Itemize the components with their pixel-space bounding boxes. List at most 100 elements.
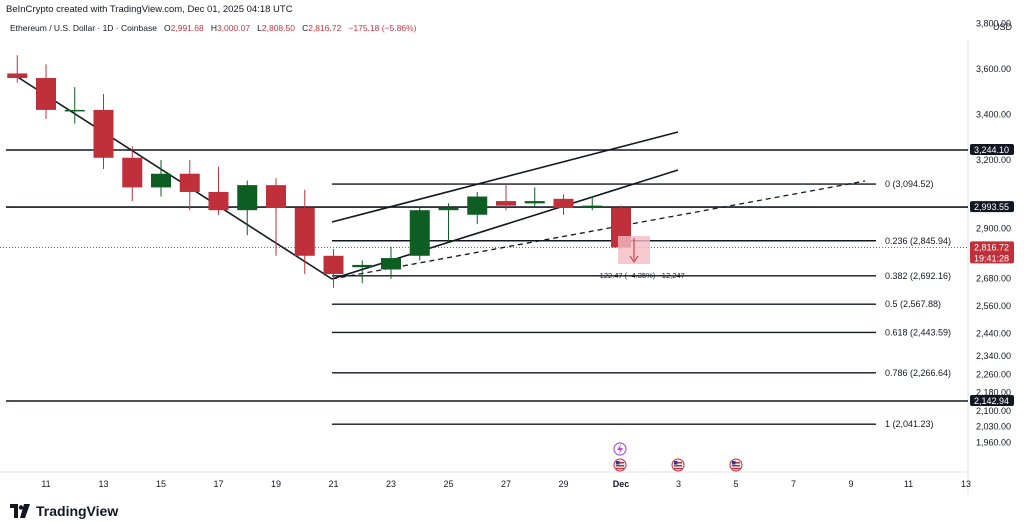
price-axis-labels: 3,800.00 3,600.00 3,400.00 3,200.00 2,900.00… [976,18,1011,447]
crypto-event-icon[interactable] [613,442,627,456]
time-tick-label: 21 [328,479,338,489]
low-label: L [257,23,262,33]
price-tick-label: 2,680.00 [976,274,1011,284]
price-tick-label: 3,200.00 [976,155,1011,165]
high-value: 3,000.07 [216,23,251,33]
candle-body [36,77,56,110]
fib-level-label: 0.382 (2,692.16) [885,271,951,281]
time-tick-label: 25 [443,479,453,489]
price-tick-label: 2,030.00 [976,422,1011,432]
price-tick-label: 2,900.00 [976,223,1011,233]
time-tick-label: 11 [41,479,50,489]
price-tag-label: 2,142.94 [974,396,1009,406]
currency-label[interactable]: USD [992,22,1012,32]
tradingview-wordmark: TradingView [36,503,119,519]
candle-body [294,207,315,256]
price-tick-label: 3,800.00 [976,18,1011,28]
candles [7,55,631,288]
price-tick-label: 2,340.00 [976,351,1011,361]
candle-body [582,205,603,208]
time-tick-label: 13 [98,479,108,489]
candle-body [7,73,28,78]
candle-body [266,185,286,208]
projection-dashed-line [331,180,866,280]
time-tick-label: 23 [386,479,396,489]
candle-body [496,201,516,206]
candle-body [208,191,229,211]
low-value: 2,808.50 [261,23,295,33]
fib-level-label: 0.786 (2,266.64) [885,368,951,378]
price-range-measure: −122.47 (−4.35%) −12,247 [595,236,685,280]
fib-level-label: 1 (2,041.23) [885,419,934,429]
trendlines [15,75,866,280]
price-tag-label: 2,993.55 [974,202,1009,212]
price-tick-label: 2,260.00 [976,369,1011,379]
candle-body [237,185,258,211]
price-tick-label: 3,400.00 [976,109,1011,119]
us-flag-event-icon[interactable] [729,458,743,472]
chart-credit: BeInCrypto created with TradingView.com,… [6,4,293,15]
price-tick-label: 2,440.00 [976,328,1011,338]
candle-body [179,173,200,192]
time-tick-label: 27 [501,479,511,489]
candle-body [438,207,459,211]
fib-level-label: 0.236 (2,845.94) [885,236,951,246]
candle-body [409,210,430,256]
price-tick-label: 2,560.00 [976,301,1011,311]
measure-arrow-head [629,255,639,263]
candle-body [553,198,574,208]
time-tick-label: 7 [791,479,796,489]
fib-level-label: 0 (3,094.52) [885,179,934,189]
price-tag-box [970,395,1014,406]
downtrend-line [15,75,333,280]
symbol-name[interactable]: Ethereum / U.S. Dollar · 1D · Coinbase [10,23,157,33]
price-tag-box [970,144,1014,155]
fib-level-label: 0.5 (2,567.88) [885,299,941,309]
price-tag-box [970,201,1014,213]
candle-body [64,109,85,112]
time-axis-labels: 11 13 15 17 19 21 23 25 27 29 Dec 3 5 7 9 11 13 [41,479,971,489]
time-tick-label: 19 [271,479,281,489]
candle-body [323,255,344,275]
price-tag-box [970,241,1014,264]
candle-body [352,264,373,268]
price-tick-label: 2,180.00 [976,388,1011,398]
close-value: 2,816.72 [308,23,342,33]
time-tick-label: 13 [961,479,971,489]
channel-upper-line [331,131,679,223]
time-tick-label: 11 [904,479,913,489]
high-label: H [210,23,217,33]
price-tick-label: 2,100.00 [976,406,1011,416]
candle-body [93,109,114,158]
symbol-info-line: Ethereum / U.S. Dollar · 1D · Coinbase O… [10,23,416,33]
price-tick-label: 3,600.00 [976,64,1011,74]
time-tick-label: 29 [558,479,568,489]
open-label: O [164,23,171,33]
time-tick-label: 3 [676,479,681,489]
fibonacci-retracement: 0 (3,094.52) 0.236 (2,845.94) 0.382 (2,692… [332,179,951,429]
tradingview-logo-icon [10,504,30,518]
price-tag-countdown: 19:41:28 [974,253,1009,263]
time-tick-label: 9 [848,479,853,489]
measure-label: −122.47 (−4.35%) −12,247 [595,271,684,280]
candle-body [151,173,171,188]
time-tick-label: 17 [213,479,223,489]
price-tag-label: 2,816.72 [974,242,1009,252]
price-tag-label: 3,244.10 [974,145,1009,155]
time-tick-label: Dec [613,479,630,489]
us-flag-event-icon[interactable] [671,458,685,472]
price-tick-label: 1,960.00 [976,438,1011,448]
candle-body [467,196,488,215]
time-tick-label: 5 [733,479,738,489]
close-label: C [302,23,309,33]
tradingview-logo[interactable]: TradingView [10,503,118,519]
event-markers[interactable] [613,442,743,472]
fib-level-label: 0.618 (2,443.59) [885,327,951,337]
candle-body [122,157,143,188]
candle-body [524,201,545,204]
open-value: 2,991.68 [170,23,204,33]
change-value: −175.18 (−5.86%) [348,23,417,33]
us-flag-event-icon[interactable] [613,458,627,472]
